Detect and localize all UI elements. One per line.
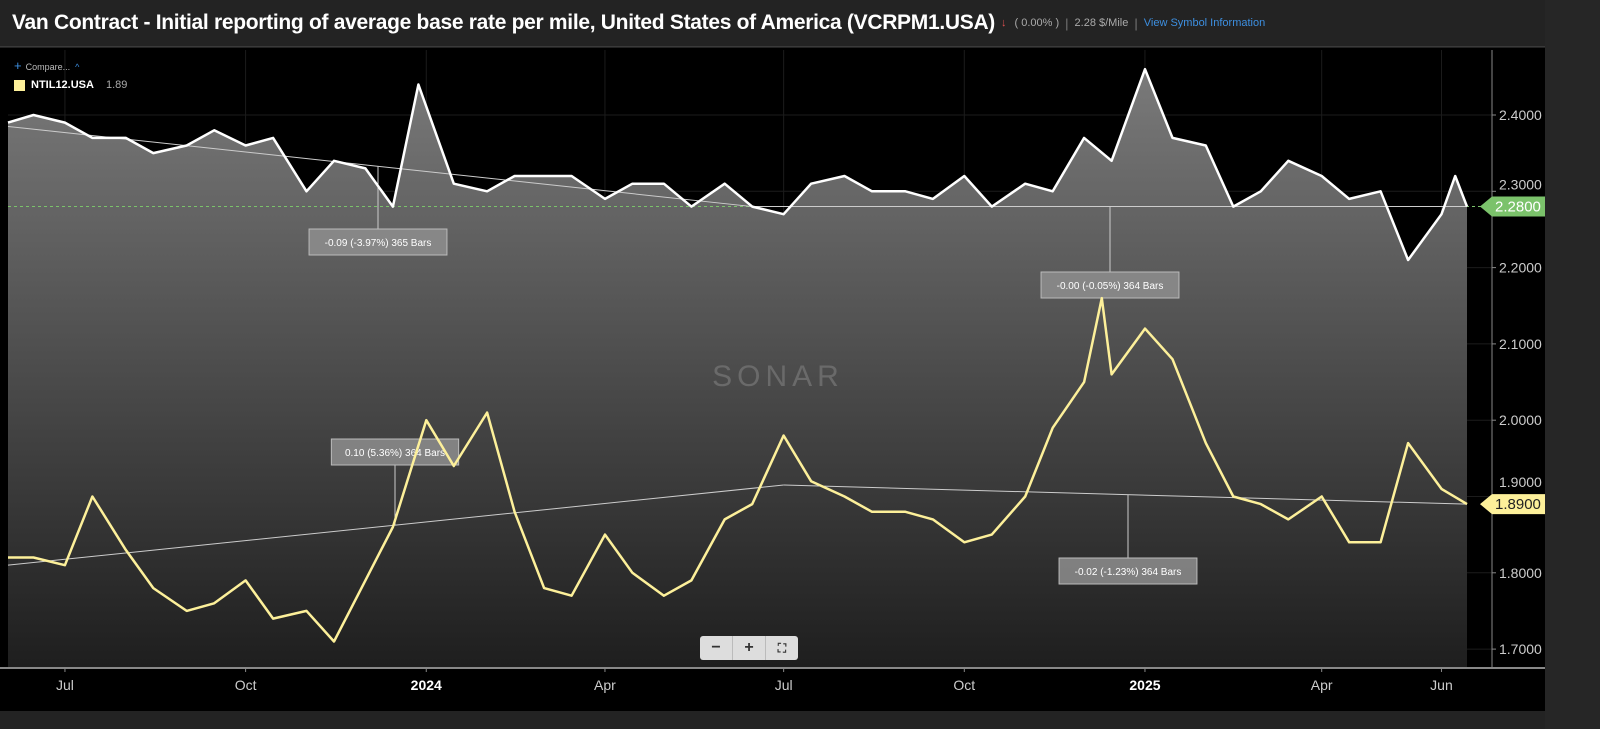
chevron-up-icon[interactable]: ^ (75, 62, 80, 72)
trendline-label: -0.00 (-0.05%) 364 Bars (1057, 281, 1164, 292)
trendline-label-box (1058, 557, 1198, 585)
compare-label: Compare... (25, 62, 71, 72)
last-value-label: 1.8900 (1495, 496, 1541, 513)
zoom-out-button[interactable]: − (700, 636, 733, 660)
trendline-label: -0.09 (-3.97%) 365 Bars (325, 238, 432, 249)
y-tick-label: 2.1000 (1499, 336, 1542, 352)
x-tick-label: Jul (56, 677, 74, 693)
trendline-label-box (308, 228, 448, 256)
x-tick-label: Jul (775, 677, 793, 693)
y-tick-label: 1.8000 (1499, 565, 1542, 581)
series-area (8, 69, 1467, 668)
trendline (7, 484, 784, 566)
plus-icon: + (14, 58, 22, 73)
last-value-label: 2.2800 (1495, 199, 1541, 216)
x-tick-label: 2024 (411, 677, 442, 693)
trendline-label: 0.10 (5.36%) 364 Bars (345, 448, 445, 459)
y-tick-label: 1.9000 (1499, 474, 1542, 490)
current-value: 2.28 $/Mile (1074, 17, 1129, 29)
trendline (783, 484, 1468, 505)
y-tick-label: 2.0000 (1499, 412, 1542, 428)
chart-svg[interactable]: SONAR -0.09 (-3.97%) 365 Bars -0.00 (-0.05… (0, 0, 1545, 711)
fullscreen-button[interactable]: ⛶ (777, 640, 787, 655)
series-line (7, 67, 1469, 262)
compare-button[interactable]: + Compare... ^ (14, 58, 127, 73)
legend-item[interactable]: NTIL12.USA 1.89 (14, 79, 127, 91)
zoom-in-button[interactable]: + (733, 636, 766, 660)
x-tick-label: Oct (235, 677, 257, 693)
last-value-tag (1480, 196, 1545, 217)
x-tick-label: 2025 (1129, 677, 1160, 693)
legend: + Compare... ^ NTIL12.USA 1.89 (14, 58, 127, 91)
trendline-label: -0.02 (-1.23%) 364 Bars (1075, 567, 1182, 578)
x-tick-label: Jun (1430, 677, 1453, 693)
trendline (7, 125, 753, 208)
x-axis-band (0, 668, 1545, 690)
x-tick-label: Oct (953, 677, 975, 693)
right-panel (1545, 0, 1600, 729)
x-tick-label: Apr (594, 677, 616, 693)
y-tick-label: 2.2000 (1499, 260, 1542, 276)
y-tick-label: 1.7000 (1499, 641, 1542, 657)
series-line (8, 296, 1468, 643)
last-value-tag (1480, 494, 1545, 515)
zoom-controls: − + ⛶ (700, 636, 798, 660)
series-swatch (14, 79, 25, 91)
trendline-label-box (330, 438, 460, 466)
view-symbol-info-link[interactable]: View Symbol Information (1143, 17, 1266, 29)
sonar-watermark: SONAR (712, 360, 844, 393)
change-percent: ( 0.00% ) (1014, 17, 1060, 29)
chart-title: Van Contract - Initial reporting of aver… (12, 11, 996, 34)
divider: | (1134, 15, 1138, 31)
legend-series-value: 1.89 (105, 79, 128, 91)
trendline-label-box (1040, 271, 1180, 299)
down-arrow-icon: ↓ (1001, 17, 1007, 29)
x-tick-label: Apr (1311, 677, 1333, 693)
divider: | (1065, 15, 1069, 31)
chart-header: Van Contract - Initial reporting of aver… (0, 0, 1545, 47)
y-tick-label: 2.4000 (1499, 107, 1542, 123)
y-tick-label: 2.3000 (1499, 177, 1542, 193)
legend-series-name: NTIL12.USA (31, 79, 94, 91)
